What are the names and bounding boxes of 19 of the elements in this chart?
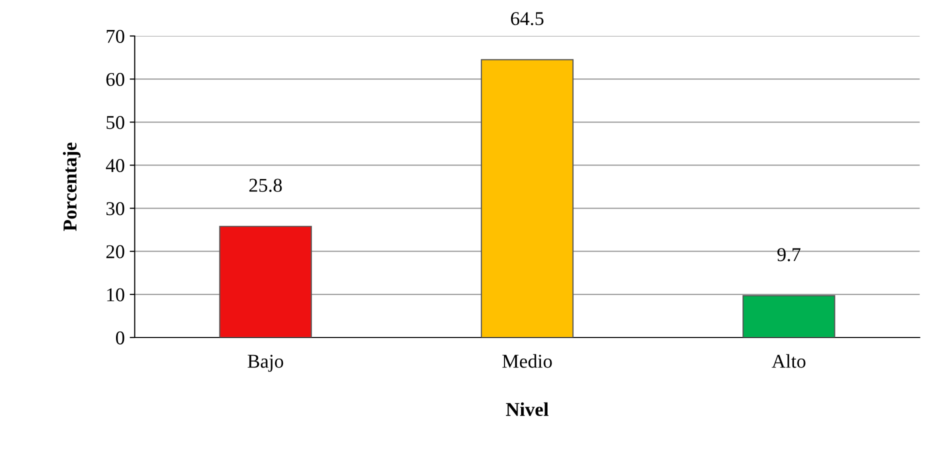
y-tick-label: 50 (106, 116, 124, 130)
bar (742, 295, 836, 338)
y-tick-label: 10 (107, 288, 124, 302)
x-tick-label: Medio (502, 354, 552, 368)
bar (480, 59, 574, 338)
y-tick-label: 0 (116, 331, 124, 344)
data-label: 64.5 (511, 12, 544, 26)
x-axis-title: Nivel (506, 402, 548, 416)
y-tick-label: 20 (106, 245, 124, 258)
y-tick-label: 70 (106, 30, 124, 43)
y-tick-label: 30 (106, 202, 124, 216)
y-tick-label: 40 (106, 159, 124, 172)
bar (219, 226, 312, 338)
x-tick-label: Alto (772, 354, 806, 368)
y-tick-label: 60 (106, 72, 124, 86)
data-label: 9.7 (777, 248, 800, 262)
data-label: 25.8 (249, 178, 282, 192)
x-tick-label: Bajo (248, 354, 284, 372)
y-axis-title: Porcentaje (62, 142, 81, 232)
